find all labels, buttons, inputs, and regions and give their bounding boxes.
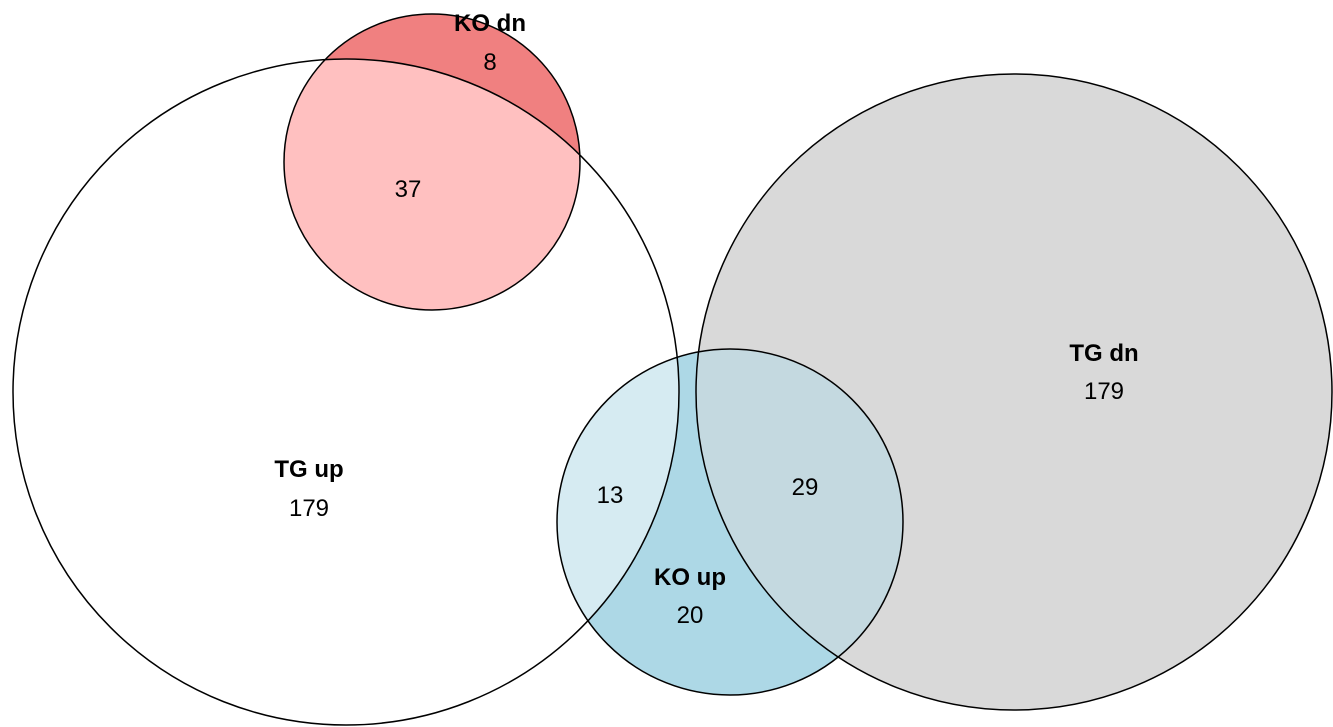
ko-up-count: 20 bbox=[677, 602, 704, 629]
tg-up-ko-up-count: 13 bbox=[597, 482, 624, 509]
ko-dn-label: KO dn bbox=[454, 10, 526, 37]
tg-dn-ko-up-overlap bbox=[696, 349, 903, 695]
tg-dn-ko-up-count: 29 bbox=[792, 474, 819, 501]
tg-up-ko-dn-count: 37 bbox=[395, 176, 422, 203]
ko-up-label: KO up bbox=[654, 564, 726, 591]
ko-up-outline bbox=[556, 348, 904, 696]
ko-dn-count: 8 bbox=[483, 49, 496, 76]
tg-up-label: TG up bbox=[274, 456, 343, 483]
tg-up-outline bbox=[12, 58, 680, 726]
ko-dn-outline bbox=[283, 13, 581, 311]
tg-up-count: 179 bbox=[289, 495, 329, 522]
tg-dn-count: 179 bbox=[1084, 378, 1124, 405]
tg-dn-outline bbox=[695, 73, 1333, 711]
tg-dn-label: TG dn bbox=[1069, 340, 1138, 367]
